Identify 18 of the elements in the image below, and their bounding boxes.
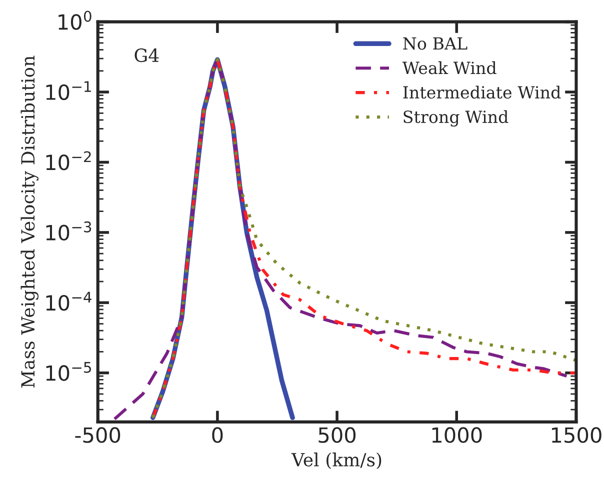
legend-label: Strong Wind <box>404 110 508 127</box>
legend-label: Weak Wind <box>402 61 496 74</box>
x-tick-label: -500 <box>75 427 120 443</box>
x-tick-label: 1000 <box>432 427 482 443</box>
x-tick-label: 500 <box>318 427 356 443</box>
x-axis-title: Vel (km/s) <box>291 452 382 470</box>
y-tick-label: 10$^{−5}$ <box>46 362 91 381</box>
y-tick-label: 10$^{−2}$ <box>46 151 91 170</box>
y-tick-label: 10$^{−4}$ <box>46 292 92 311</box>
y-tick-label: 10$^{−1}$ <box>46 81 91 100</box>
x-tick-label: 0 <box>212 427 223 443</box>
annotation: G4 <box>134 48 159 62</box>
legend-label: Intermediate Wind <box>403 86 561 99</box>
x-tick-label: 1500 <box>552 427 602 443</box>
y-tick-label: 10$^{0}$ <box>58 10 92 30</box>
y-axis-title: Mass Weighted Velocity Distribution <box>20 56 38 388</box>
legend-label: No BAL <box>403 37 468 50</box>
y-tick-label: 10$^{−3}$ <box>46 221 92 241</box>
